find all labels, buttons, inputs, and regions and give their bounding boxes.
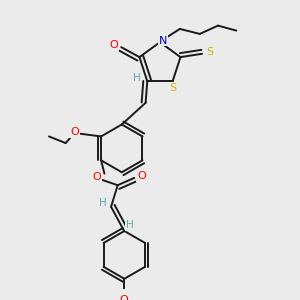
Text: O: O (110, 40, 118, 50)
Text: O: O (70, 127, 79, 137)
Text: H: H (126, 220, 134, 230)
Text: S: S (206, 47, 213, 57)
Text: O: O (137, 171, 146, 181)
Text: H: H (134, 73, 141, 83)
Text: H: H (99, 199, 106, 208)
Text: N: N (159, 35, 167, 46)
Text: O: O (119, 295, 128, 300)
Text: S: S (170, 83, 177, 93)
Text: O: O (93, 172, 101, 182)
